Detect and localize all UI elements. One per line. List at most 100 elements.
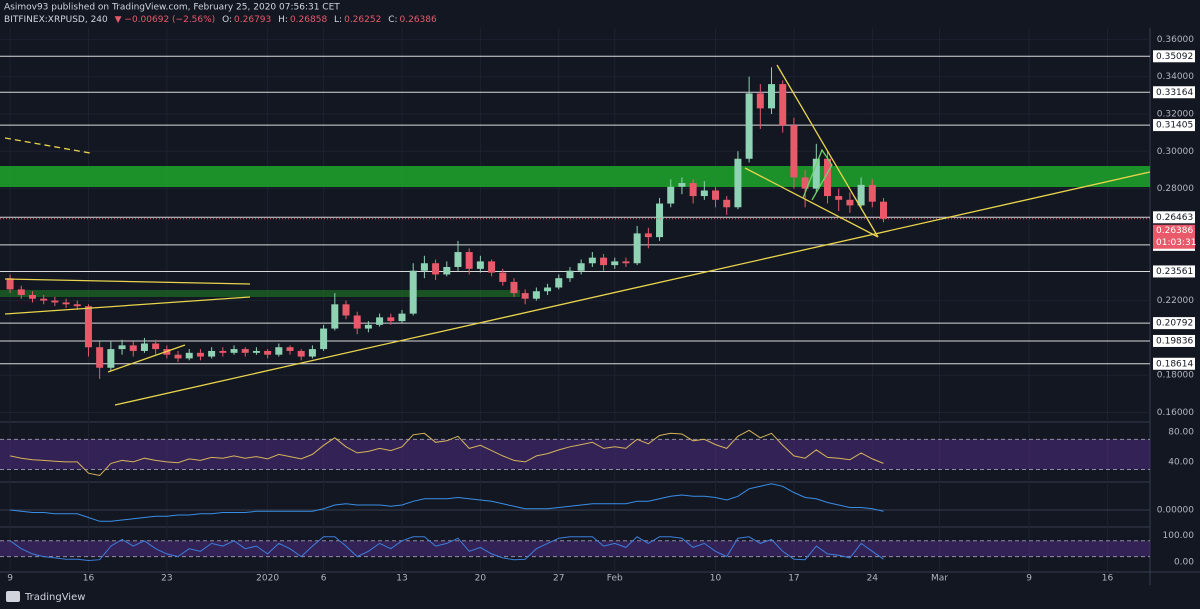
x-tick-label: 23 (161, 574, 172, 584)
x-tick-label: Mar (931, 574, 948, 584)
ohlc-value: 0.26858 (290, 15, 327, 25)
candle-body (129, 345, 137, 351)
y-tick-label: 0.32000 (1157, 109, 1194, 119)
candle-body (801, 177, 809, 189)
candle-body (588, 257, 596, 264)
symbol: BITFINEX:XRPUSD, 240 (4, 15, 108, 25)
candle-body (107, 349, 115, 368)
pane-borders (0, 28, 1200, 585)
ohlc-label: O: (222, 15, 232, 25)
ohlc-value: 0.26386 (400, 15, 437, 25)
candle-body (633, 233, 641, 264)
change: ▼ −0.00692 (−2.56%) (115, 15, 216, 25)
candle-body (443, 266, 451, 275)
candle-body (611, 261, 619, 266)
x-tick-label: 20 (475, 574, 487, 584)
x-tick-label: 27 (553, 574, 564, 584)
x-tick-label: 6 (321, 574, 327, 584)
candle-body (353, 315, 361, 329)
candle-body (476, 261, 484, 269)
candle-body (420, 263, 428, 271)
candle-body (152, 343, 160, 350)
candle-body (566, 270, 574, 279)
x-tick-label: 24 (867, 574, 879, 584)
trendline (744, 167, 879, 238)
candle-body (73, 304, 81, 307)
level-label: 0.31405 (1156, 121, 1193, 131)
candle-body (857, 184, 865, 206)
candle-body (555, 278, 563, 288)
candle-body (219, 350, 227, 353)
candle-body (779, 84, 787, 126)
level-label: 0.26463 (1156, 213, 1193, 223)
candle-body (812, 158, 820, 189)
level-label: 0.23561 (1156, 267, 1193, 277)
level-label: 0.35092 (1156, 52, 1193, 62)
candle-body (241, 349, 249, 353)
y-tick-label: 40.00 (1168, 457, 1194, 467)
candle-body (689, 183, 697, 197)
x-tick-label: 13 (396, 574, 407, 584)
level-label-box (1153, 50, 1195, 63)
trendline (4, 296, 251, 315)
symbol-line: BITFINEX:XRPUSD, 240 ▼ −0.00692 (−2.56%)… (4, 15, 437, 25)
candle-body (678, 183, 686, 187)
candle-body (756, 93, 764, 109)
candle-body (846, 199, 854, 206)
candle-body (51, 300, 59, 303)
candle-body (824, 158, 832, 197)
candle-body (264, 350, 272, 355)
candle-body (387, 317, 395, 322)
level-label-box (1153, 317, 1195, 330)
candle-body (700, 190, 708, 197)
candle-body (712, 190, 720, 200)
zones (0, 166, 1150, 297)
level-label: 0.18614 (1156, 359, 1193, 369)
ohlc-label: H: (278, 15, 288, 25)
candle-body (745, 93, 753, 159)
candle-body (656, 203, 664, 238)
candle-body (185, 352, 193, 359)
candle-body (734, 158, 742, 208)
candle-body (577, 263, 585, 271)
flag (802, 148, 833, 201)
trendline (776, 64, 879, 238)
y-tick-label: 0.00000 (1157, 506, 1194, 516)
ohlc-label: C: (388, 15, 397, 25)
y-tick-label: 100.00 (1163, 531, 1195, 541)
candle-body (320, 328, 328, 350)
x-tick-label: 16 (1102, 574, 1114, 584)
stoch-line (9, 536, 884, 562)
trendline (114, 171, 1151, 406)
candle-body (40, 298, 48, 301)
candle-body (544, 287, 552, 292)
candle-body (230, 349, 238, 353)
level-label: 0.19836 (1156, 336, 1193, 346)
y-tick-label: 0.00 (1174, 557, 1194, 567)
x-tick-label: 16 (83, 574, 95, 584)
level-label-box (1153, 334, 1195, 347)
support-zone (0, 290, 520, 297)
ohlc-value: 0.26252 (344, 15, 381, 25)
last-price-label: 0.26386 (1156, 226, 1193, 236)
candle-body (398, 313, 406, 322)
y-tick-label: 0.22000 (1157, 296, 1194, 306)
candle-body (208, 350, 216, 357)
candle-body (252, 350, 260, 353)
candle-body (790, 125, 798, 178)
supply-zone (0, 166, 1150, 187)
candle-body (376, 317, 384, 325)
x-tick-label: 9 (7, 574, 13, 584)
level-label-box (1153, 211, 1195, 224)
countdown: 01:03:31 (1156, 238, 1196, 248)
candle-body (96, 347, 104, 368)
candle-body (6, 278, 14, 290)
candle-body (521, 293, 529, 299)
level-label-box (1153, 357, 1195, 370)
candle-body (723, 199, 731, 208)
candle-body (286, 347, 294, 351)
y-tick-label: 0.30000 (1157, 147, 1194, 157)
candle-body (84, 306, 92, 348)
indicator-band (0, 439, 1150, 470)
